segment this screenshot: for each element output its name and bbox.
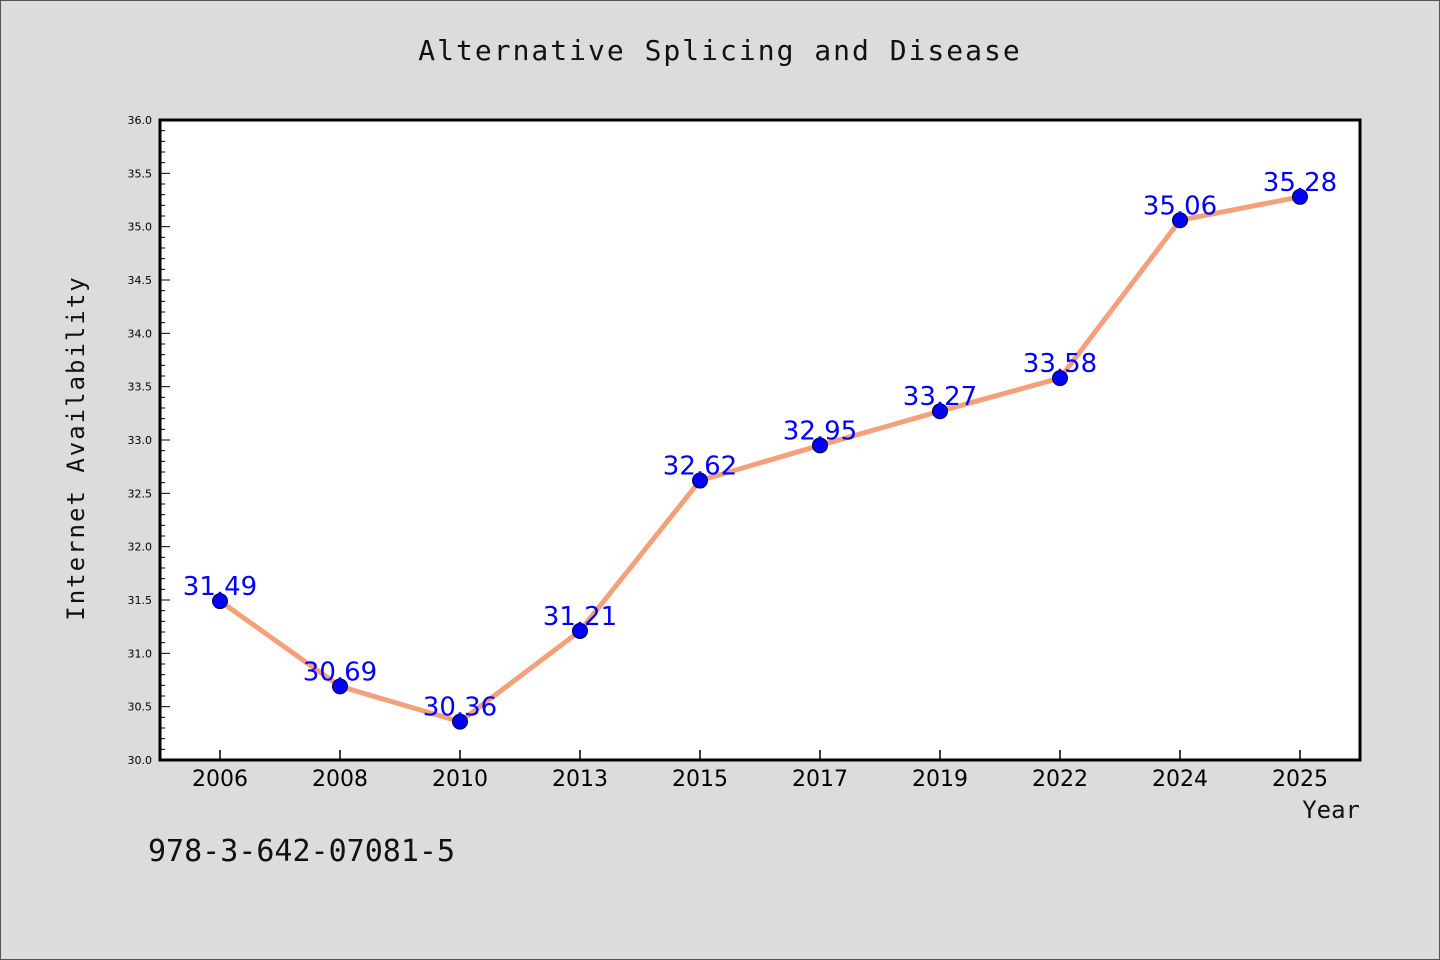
y-tick-label: 32.0 — [128, 541, 153, 554]
data-label: 32.95 — [783, 416, 857, 446]
data-label: 33.27 — [903, 382, 977, 412]
data-point — [332, 678, 348, 695]
y-tick-label: 35.5 — [128, 167, 153, 180]
data-point — [1172, 212, 1188, 229]
data-point — [1292, 188, 1308, 205]
plot-area — [158, 118, 1362, 762]
data-point — [932, 403, 948, 420]
y-tick-label: 30.0 — [128, 754, 153, 767]
data-point — [1052, 370, 1068, 387]
data-point — [452, 713, 468, 730]
x-tick-label: 2022 — [1032, 767, 1088, 792]
chart-title: Alternative Splicing and Disease — [418, 34, 1022, 67]
series-line — [217, 194, 1303, 725]
data-label: 32.62 — [663, 452, 737, 482]
data-label: 31.21 — [543, 602, 617, 632]
x-tick-label: 2019 — [912, 767, 968, 792]
x-tick-label: 2006 — [192, 767, 248, 792]
y-tick-label: 30.5 — [128, 701, 153, 714]
y-tick-label: 31.5 — [128, 594, 153, 607]
x-tick-label: 2008 — [312, 767, 368, 792]
y-tick-label: 35.0 — [128, 221, 153, 234]
x-tick-label: 2015 — [672, 767, 728, 792]
data-label: 35.06 — [1143, 191, 1217, 221]
data-point — [812, 437, 828, 454]
data-label: 30.36 — [423, 693, 497, 723]
data-label: 31.49 — [183, 572, 257, 602]
data-point — [212, 593, 228, 610]
y-tick-label: 33.5 — [128, 381, 153, 394]
x-tick-label: 2013 — [552, 767, 608, 792]
y-tick-label: 33.0 — [128, 434, 153, 447]
x-tick-label: 2025 — [1272, 767, 1328, 792]
x-tick-label: 2017 — [792, 767, 848, 792]
isbn-text: 978-3-642-07081-5 — [148, 834, 456, 869]
x-tick-label: 2010 — [432, 767, 488, 792]
y-tick-label: 31.0 — [128, 647, 153, 660]
y-tick-label: 32.5 — [128, 487, 153, 500]
data-label: 33.58 — [1023, 349, 1097, 379]
data-point — [692, 472, 708, 489]
data-point — [572, 622, 588, 639]
x-axis-label: Year — [1302, 796, 1360, 824]
data-label: 35.28 — [1263, 168, 1337, 198]
y-tick-label: 34.5 — [128, 274, 153, 287]
y-tick-label: 34.0 — [128, 327, 153, 340]
x-tick-label: 2024 — [1152, 767, 1208, 792]
data-label: 30.69 — [303, 657, 377, 687]
y-tick-label: 36.0 — [128, 114, 153, 127]
